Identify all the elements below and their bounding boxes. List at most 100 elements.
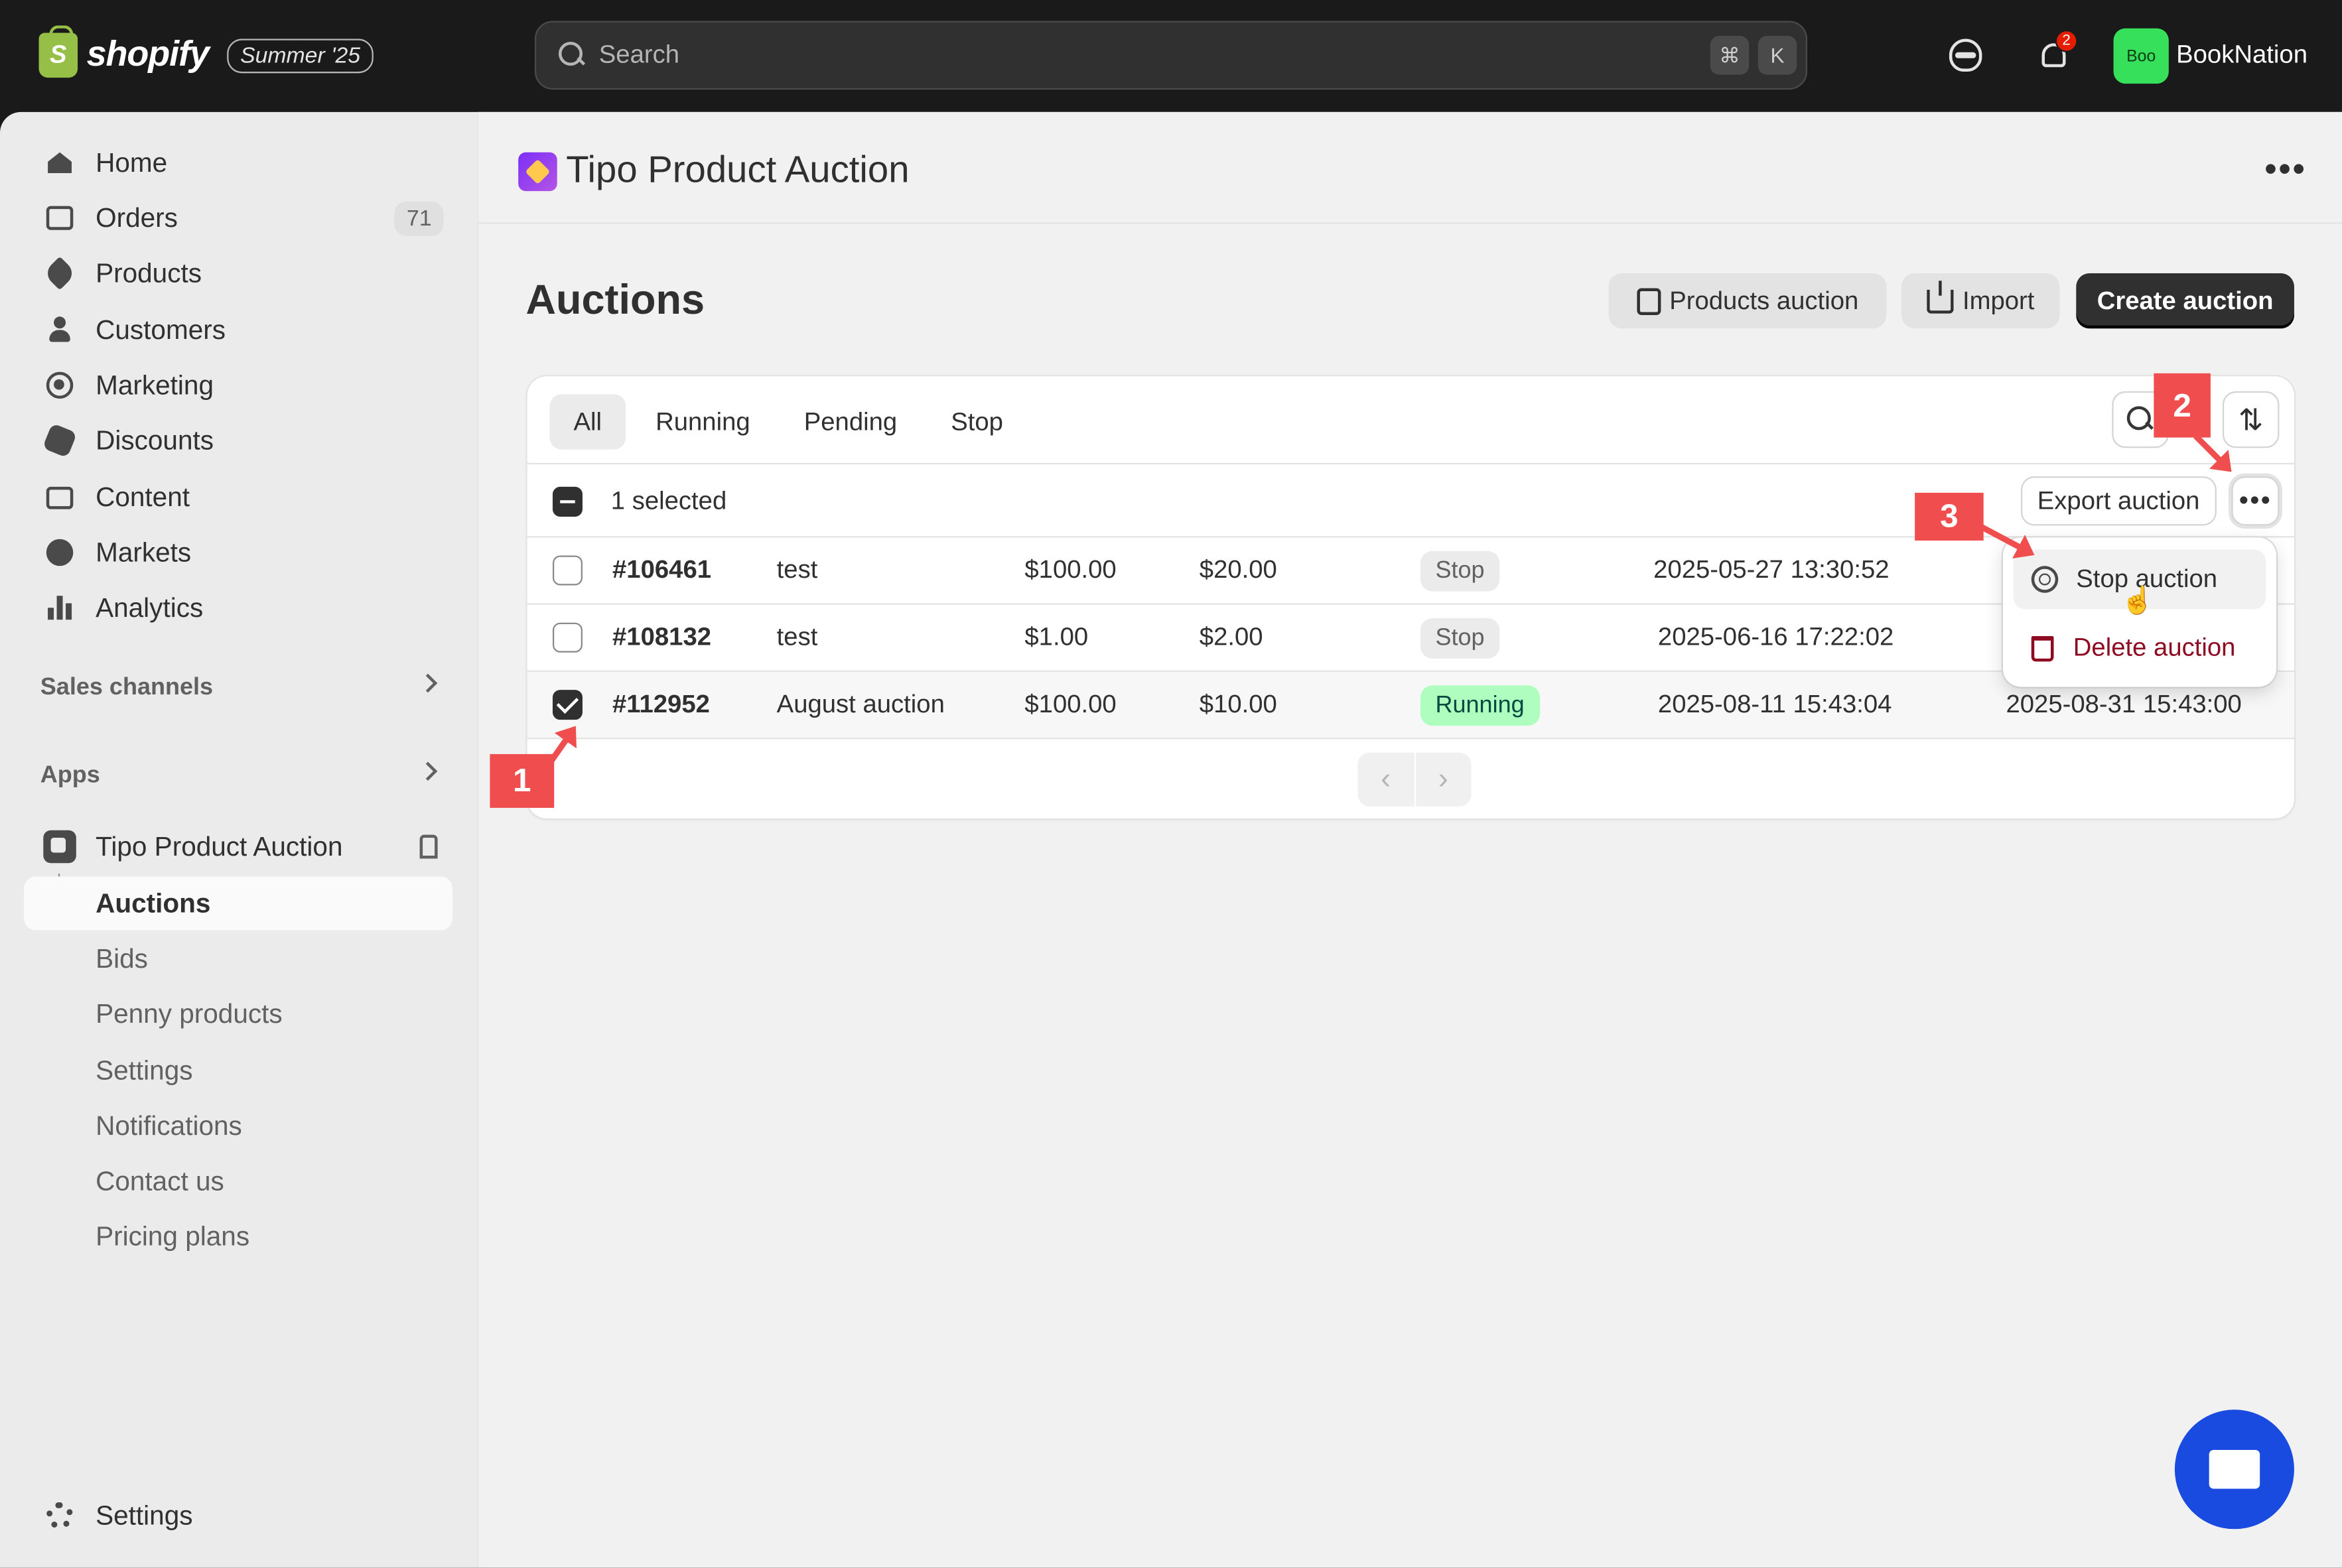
sidebar-item-home[interactable]: Home [24,136,452,190]
shortcut-cmd-key: ⌘ [1710,36,1750,75]
page-title: Auctions [525,276,705,323]
store-avatar[interactable]: Boo [2113,28,2169,84]
sidebar-subitem-contact-us[interactable]: Contact us [96,1165,224,1196]
apps-header[interactable]: Apps [40,761,438,790]
delete-auction-label: Delete auction [2073,633,2236,662]
auction-name: test [776,555,818,584]
sort-button[interactable]: ⇅ [2222,391,2280,448]
chat-bubble-button[interactable] [2174,1409,2294,1530]
select-all-checkbox[interactable] [552,486,583,517]
products-auction-button[interactable]: Products auction [1608,273,1887,329]
tab-pending[interactable]: Pending [803,407,898,436]
auction-id[interactable]: #112952 [612,690,710,718]
logo-text: shopify [86,34,210,75]
chevron-right-icon [418,761,438,781]
sidebar-item-customers[interactable]: Customers [24,303,452,357]
sidebar-subitem-penny-products[interactable]: Penny products [96,998,283,1029]
auction-step: $10.00 [1199,690,1277,718]
next-page-button[interactable]: › [1413,752,1472,807]
sidebar-item-products[interactable]: Products [24,246,452,300]
orders-count-badge: 71 [395,200,444,235]
notification-count-badge: 2 [2055,30,2078,52]
table-row[interactable]: #112952 August auction $100.00 $10.00 Ru… [527,672,2294,740]
globe-icon [42,535,78,570]
auction-name: August auction [776,690,945,718]
hand-cursor-icon: ☝ [2120,585,2155,616]
auction-app-icon [518,152,557,192]
apps-label: Apps [40,763,100,789]
row-checkbox[interactable] [552,690,583,720]
sidebar-item-discounts[interactable]: Discounts [24,414,452,468]
sidebar-item-label: Home [96,147,168,177]
create-auction-button[interactable]: Create auction [2076,273,2294,329]
sidebar-subitem-notifications[interactable]: Notifications [96,1110,242,1140]
app-title: Tipo Product Auction [566,149,910,192]
prev-page-button[interactable]: ‹ [1381,762,1391,795]
callout-1: 1 [490,753,555,808]
shortcut-k-key: K [1757,36,1797,75]
selected-count: 1 selected [610,486,727,515]
bulk-more-actions-button[interactable]: ••• [2231,476,2280,526]
incognito-icon[interactable] [1949,38,1982,72]
auction-id[interactable]: #106461 [612,555,712,584]
stop-auction-menu-item[interactable]: Stop auction [2013,549,2266,610]
pagination: ‹ › [1357,752,1472,807]
gear-icon [42,1498,78,1534]
sidebar-subitem-bids[interactable]: Bids [96,943,148,973]
sidebar-item-tipo-app[interactable]: Tipo Product Auction [24,820,452,874]
table-row[interactable]: #106461 test $100.00 $20.00 Stop 2025-05… [527,537,2294,604]
delete-auction-menu-item[interactable]: Delete auction [2014,618,2266,678]
export-auction-button[interactable]: Export auction [2020,476,2217,526]
tab-all[interactable]: All [549,394,626,450]
bulk-actions-menu: Stop auction Delete auction [2002,537,2276,687]
sidebar-item-label: Settings [96,1500,193,1530]
sidebar-item-orders[interactable]: Orders 71 [24,191,452,245]
auction-name: test [776,622,818,651]
app-more-button[interactable]: ••• [2264,149,2307,190]
divider [527,536,2294,538]
bell-icon[interactable] [2037,39,2071,72]
tag-icon [42,255,78,291]
sidebar-item-markets[interactable]: Markets [24,525,452,579]
sidebar-subitem-auctions[interactable]: Auctions [24,876,453,931]
sidebar-item-label: Discounts [96,425,214,455]
sidebar-item-analytics[interactable]: Analytics [24,581,452,635]
trash-icon [2031,635,2054,661]
sidebar-item-content[interactable]: Content [24,470,452,524]
sidebar-subitem-pricing-plans[interactable]: Pricing plans [96,1220,250,1251]
sidebar-item-settings[interactable]: Settings [24,1489,452,1543]
auctions-table-card: All Running Pending Stop ⇅ 1 selected Ex… [527,376,2294,818]
callout-2: 2 [2154,373,2211,438]
chevron-right-icon [418,673,438,693]
sidebar-item-label: Marketing [96,369,214,400]
sales-channels-header[interactable]: Sales channels [40,673,438,702]
content-icon [42,480,78,515]
sidebar-item-label: Products [96,257,202,288]
auction-end-time: 2025-08-31 15:43:00 [2006,690,2242,718]
sidebar-item-label: Tipo Product Auction [96,830,343,861]
import-button[interactable]: Import [1901,273,2060,329]
target-icon [42,367,78,403]
auction-id[interactable]: #108132 [612,622,712,651]
table-row[interactable]: #108132 test $1.00 $2.00 Stop 2025-06-16… [527,605,2294,672]
sales-channels-label: Sales channels [40,675,214,700]
main-area: Tipo Product Auction ••• Auctions Produc… [478,111,2342,1568]
status-badge: Stop [1420,618,1500,659]
row-checkbox[interactable] [552,555,583,586]
tab-running[interactable]: Running [655,407,750,436]
sidebar-subitem-settings[interactable]: Settings [96,1055,193,1085]
divider [527,603,2294,605]
tab-stop[interactable]: Stop [951,407,1003,436]
shopify-logo[interactable]: S shopify Summer '25 [38,25,374,78]
store-name[interactable]: BookNation [2176,40,2308,69]
pin-icon[interactable] [419,834,438,859]
edition-badge[interactable]: Summer '25 [226,38,374,73]
search-bar[interactable]: Search ⌘ K [534,21,1808,90]
stop-circle-icon [2031,566,2059,593]
search-placeholder: Search [598,40,680,69]
row-checkbox[interactable] [552,622,583,653]
sidebar-item-label: Orders [96,202,178,233]
sidebar-item-marketing[interactable]: Marketing [24,358,452,412]
auction-step: $2.00 [1199,622,1263,651]
